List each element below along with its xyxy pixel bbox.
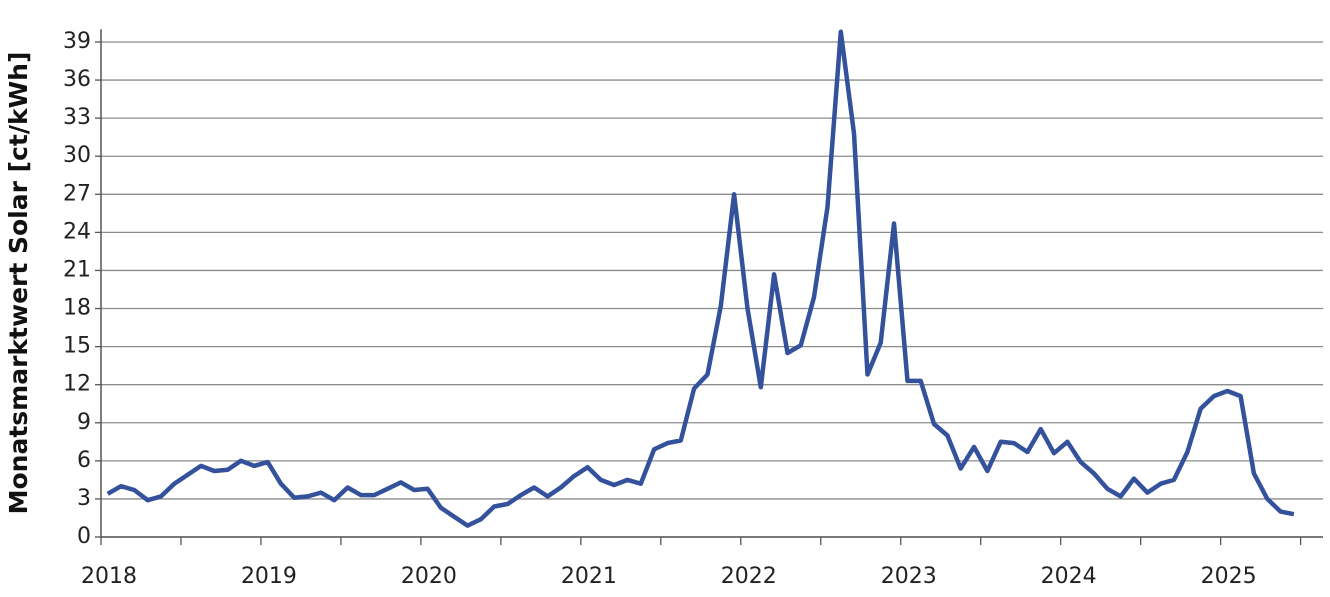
- x-tick-label: 2019: [241, 564, 297, 589]
- x-tick-label: 2021: [561, 564, 617, 589]
- y-tick-label: 0: [77, 524, 91, 549]
- x-tick-label: 2023: [881, 564, 937, 589]
- y-tick-label: 12: [63, 372, 91, 397]
- y-tick-label: 6: [77, 448, 91, 473]
- y-tick-label: 18: [63, 296, 91, 321]
- x-tick-label: 2022: [721, 564, 777, 589]
- y-tick-label: 39: [63, 29, 91, 54]
- x-tick-label: 2020: [401, 564, 457, 589]
- data-line: [106, 29, 1295, 528]
- y-tick-label: 9: [77, 410, 91, 435]
- y-tick-label: 3: [77, 486, 91, 511]
- x-tick-label: 2024: [1041, 564, 1097, 589]
- y-tick-label: 27: [63, 181, 91, 206]
- y-tick-label: 33: [63, 105, 91, 130]
- x-tick-label: 2025: [1201, 564, 1257, 589]
- y-axis-label: Monatsmarktwert Solar [ct/kWh]: [4, 52, 33, 515]
- y-tick-label: 24: [63, 219, 91, 244]
- y-tick-label: 15: [63, 334, 91, 359]
- x-tick-label: 2018: [81, 564, 137, 589]
- y-tick-label: 21: [63, 257, 91, 282]
- y-tick-label: 30: [63, 143, 91, 168]
- y-tick-label: 36: [63, 67, 91, 92]
